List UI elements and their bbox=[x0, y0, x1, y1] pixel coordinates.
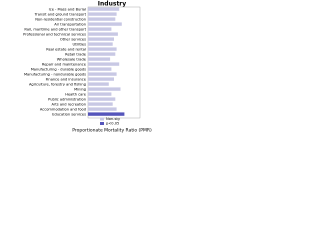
bar bbox=[88, 37, 114, 41]
bar bbox=[88, 27, 112, 31]
bar bbox=[88, 87, 121, 91]
chart: Industry Proportionate Mortality Ratio (… bbox=[23, 1, 152, 134]
bar bbox=[88, 12, 117, 16]
y-tick-label: Rail, maritime and other transport bbox=[24, 28, 86, 32]
bar bbox=[88, 82, 109, 86]
y-tick-label: Public administration bbox=[48, 98, 86, 102]
bar bbox=[88, 92, 112, 96]
bar bbox=[88, 57, 111, 61]
y-tick-label: Repair and maintenance bbox=[42, 63, 87, 67]
y-tick-label: Retail trade bbox=[65, 53, 87, 57]
y-tick-label: Other services bbox=[60, 38, 86, 42]
bar bbox=[88, 72, 117, 76]
y-tick-label: Air transportation bbox=[54, 23, 86, 27]
y-tick-label: Wholesale trade bbox=[57, 58, 87, 62]
bar bbox=[88, 107, 117, 111]
y-tick-label: Accommodation and food bbox=[40, 108, 86, 112]
y-tick-label: Transit and ground transport bbox=[34, 13, 87, 17]
y-tick-label: Mining bbox=[74, 88, 86, 92]
chart-title: Industry bbox=[98, 1, 126, 8]
bar bbox=[88, 77, 114, 81]
legend-label: Non-sig bbox=[106, 117, 120, 121]
bar bbox=[88, 42, 113, 46]
bar bbox=[88, 32, 118, 36]
bar bbox=[88, 97, 116, 101]
y-tick-label: Manufacturing - nondurable goods bbox=[24, 73, 86, 77]
bar bbox=[88, 52, 116, 56]
bar bbox=[88, 102, 113, 106]
y-tick-label: Agriculture, forestry and fishing bbox=[29, 83, 86, 87]
bar bbox=[88, 22, 122, 26]
bar bbox=[88, 17, 116, 21]
legend-swatch bbox=[100, 122, 104, 125]
bar bbox=[88, 112, 125, 116]
y-tick-label: Arts and recreation bbox=[51, 103, 86, 107]
y-tick-label: Non-residential construction bbox=[35, 18, 86, 22]
y-tick-label: Health care bbox=[65, 93, 87, 97]
bar bbox=[88, 7, 120, 11]
y-tick-label: Education services bbox=[52, 113, 86, 117]
y-tick-label: Finance and insurance bbox=[46, 78, 87, 82]
y-tick-label: Manufacturing - durable goods bbox=[31, 68, 86, 72]
bar bbox=[88, 62, 120, 66]
y-tick-label: Utilities bbox=[72, 43, 86, 47]
y-tick-label: Real estate and rental bbox=[46, 48, 86, 52]
y-tick-label: Ice - Mass and Burial bbox=[49, 8, 86, 12]
x-axis-label: Proportionate Mortality Ratio (PMR) bbox=[72, 128, 152, 134]
y-tick-label: Professional and technical services bbox=[23, 33, 86, 37]
legend-swatch bbox=[100, 117, 104, 121]
bar bbox=[88, 67, 112, 71]
bar bbox=[88, 47, 117, 51]
legend-label: p<0.05 bbox=[106, 122, 119, 126]
